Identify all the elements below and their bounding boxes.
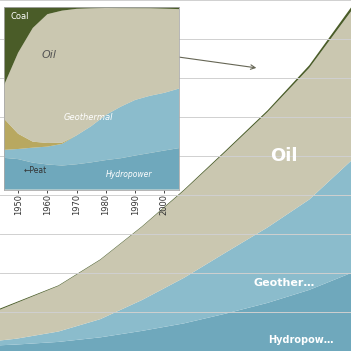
Text: Coal: Coal xyxy=(109,44,255,69)
Text: Oil: Oil xyxy=(270,147,298,165)
Text: Geothermal: Geothermal xyxy=(64,113,113,122)
Text: Coal: Coal xyxy=(11,13,29,21)
Text: ←Peat: ←Peat xyxy=(24,166,47,175)
Text: Hydropower: Hydropower xyxy=(106,170,152,179)
Text: Hydropow…: Hydropow… xyxy=(268,335,333,345)
Text: Oil: Oil xyxy=(41,50,57,60)
Text: Geother…: Geother… xyxy=(253,278,315,288)
